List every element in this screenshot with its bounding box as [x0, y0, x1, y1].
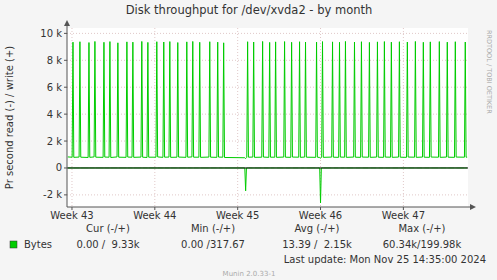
x-grid-line [237, 28, 238, 207]
x-axis-arrow [470, 204, 476, 210]
x-tick-label: Week 45 [216, 210, 259, 221]
chart: -2 k 0 2 k 4 k 6 k 8 k 10 k Week 43 Week 44 Week … [0, 0, 497, 280]
legend-label: Bytes [24, 239, 52, 250]
last-update: Last update: Mon Nov 25 14:35:00 2024 [284, 254, 486, 265]
y-tick-label: 2 k [47, 136, 63, 147]
y-axis [67, 24, 68, 207]
y-axis-arrow [64, 20, 70, 26]
y-tick-label: 0 [56, 162, 62, 173]
y-tick-label: 10 k [40, 28, 62, 39]
summary-cell: 60.34k/199.98k [383, 239, 462, 250]
summary-header: Cur (-/+) [86, 223, 130, 234]
title: Disk throughput for /dev/xvda2 - by mont… [126, 3, 373, 17]
x-tick-label: Week 46 [299, 210, 342, 221]
y-tick-label: 8 k [47, 55, 63, 66]
plot-area [67, 28, 468, 207]
summary-cell: 13.39 / 2.15k [282, 239, 352, 250]
data-group [68, 41, 467, 203]
x-grid-line [154, 28, 155, 207]
y-axis-label: Pr second read (-) / write (+) [4, 46, 15, 189]
x-axis [67, 207, 472, 208]
summary-header: Max (-/+) [398, 223, 445, 234]
y-grid-line [67, 33, 468, 34]
footer: Munin 2.0.33-1 [223, 270, 276, 278]
x-tick-label: Week 43 [50, 210, 93, 221]
x-grid-line [403, 28, 404, 207]
y-tick-label: 4 k [47, 109, 63, 120]
summary-header: Min (-/+) [191, 223, 235, 234]
x-tick-label: Week 47 [382, 210, 425, 221]
summary-cell: 0.00 /317.67 [181, 239, 245, 250]
y-grid-line [67, 194, 468, 195]
y-tick-label: 6 k [47, 82, 63, 93]
summary-cell: 0.00 / 9.33k [76, 239, 139, 250]
side-text: RRDTOOL / TOBI OETIKER [485, 30, 493, 114]
legend-swatch [10, 241, 17, 248]
y-tick-label: -2 k [43, 189, 62, 200]
background [0, 0, 497, 280]
zero-line [67, 167, 468, 168]
series-line [68, 41, 467, 158]
x-tick-label: Week 44 [133, 210, 176, 221]
summary-header: Avg (-/+) [295, 223, 340, 234]
series-line [68, 168, 467, 203]
